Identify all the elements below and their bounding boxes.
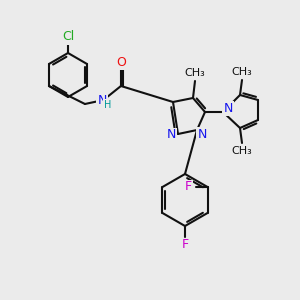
- Text: N: N: [97, 94, 106, 106]
- Text: H: H: [104, 100, 112, 110]
- Text: F: F: [185, 181, 192, 194]
- Text: CH₃: CH₃: [184, 68, 206, 78]
- Text: F: F: [182, 238, 189, 251]
- Text: N: N: [223, 101, 233, 115]
- Text: O: O: [116, 56, 126, 68]
- Text: CH₃: CH₃: [232, 146, 252, 156]
- Text: N: N: [166, 128, 176, 142]
- Text: CH₃: CH₃: [232, 67, 252, 77]
- Text: Cl: Cl: [62, 31, 74, 44]
- Text: N: N: [197, 128, 207, 140]
